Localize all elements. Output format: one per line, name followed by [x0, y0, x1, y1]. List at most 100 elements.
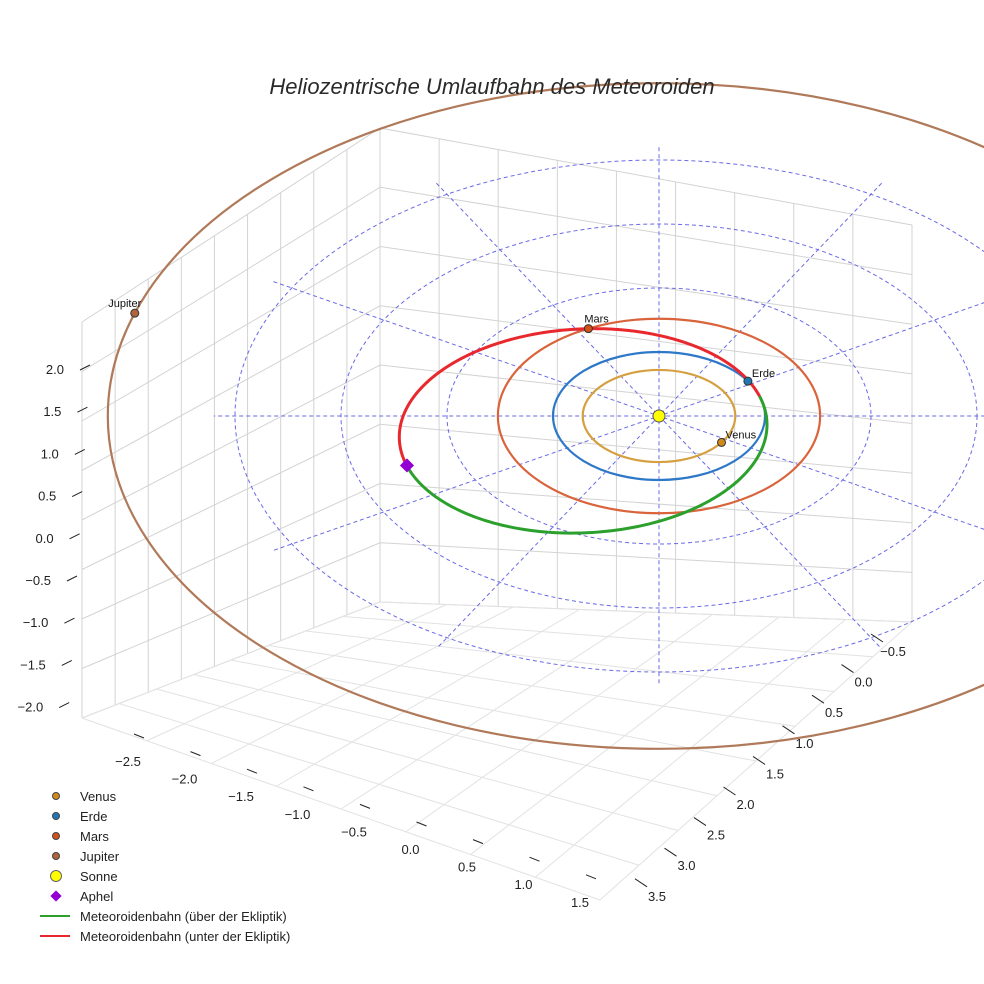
x-tick-label: −1.0 [285, 807, 311, 822]
legend-symbol-icon [40, 786, 72, 806]
y-tick [870, 633, 884, 643]
z-tick-label: 0.5 [38, 489, 56, 504]
axis-ticks: 2.0 1.5 1.0 0.5 0.0 −0.5 −1.0 −1.5 −2.0 −2.5 −2.0 −… [18, 362, 906, 910]
legend-symbol-icon [40, 906, 72, 926]
y-tick-label: 2.0 [736, 797, 754, 812]
legend-symbol-icon [40, 926, 72, 946]
legend-symbol-icon [40, 886, 72, 906]
z-tick-label: −1.5 [20, 657, 46, 672]
legend-label: Sonne [80, 868, 118, 884]
y-tick [664, 847, 677, 857]
legend-label: Venus [80, 788, 117, 804]
legend-item: Mars [40, 826, 290, 846]
legend-item: Erde [40, 806, 290, 826]
x-tick [303, 786, 314, 792]
legend-symbol-icon [40, 806, 72, 826]
z-tick [71, 491, 83, 498]
planet-venus-marker [717, 437, 727, 447]
planet-erde-label: Erde [752, 368, 775, 380]
orbit-jupiter [106, 82, 984, 750]
y-tick-label: 0.0 [854, 675, 872, 690]
y-tick [752, 755, 766, 765]
legend-item: Meteoroidenbahn (über der Ekliptik) [40, 906, 290, 926]
legend-label: Meteoroidenbahn (unter der Ekliptik) [80, 928, 291, 944]
floor-gridline [470, 616, 780, 855]
wall-horizontal-gridline [81, 186, 913, 372]
y-tick [811, 694, 825, 704]
legend-item: Aphel [40, 886, 290, 906]
wall-horizontal-gridline [81, 601, 913, 719]
z-tick [64, 617, 75, 624]
x-tick-label: 1.0 [514, 877, 532, 892]
wall-horizontal-gridline [81, 423, 913, 570]
chart-title: Heliozentrische Umlaufbahn des Meteoroid… [269, 74, 715, 99]
legend-symbol-icon [40, 846, 72, 866]
floor-gridline [275, 609, 580, 787]
meteoroid-orbit-below [397, 327, 761, 469]
legend-item: Venus [40, 786, 290, 806]
y-tick [841, 664, 854, 674]
x-tick [529, 856, 540, 862]
z-tick-label: −2.0 [18, 700, 44, 715]
x-tick [585, 874, 597, 880]
legend-label: Aphel [80, 888, 114, 904]
floor-gridline [146, 604, 447, 742]
legend-label: Meteoroidenbahn (über der Ekliptik) [80, 908, 287, 924]
z-tick [77, 406, 88, 413]
y-tick [634, 878, 648, 888]
y-tick-label: 3.5 [648, 889, 666, 904]
y-tick-label: 0.5 [825, 705, 843, 720]
planet-mars-marker [583, 324, 593, 334]
z-tick [79, 364, 91, 371]
y-tick-label: 3.0 [677, 858, 695, 873]
legend-label: Erde [80, 808, 108, 824]
legend: Venus Erde Mars Jupiter Sonne Aphel Meteoroide… [40, 786, 290, 946]
z-tick-label: 1.5 [43, 404, 61, 419]
aphel-marker [399, 458, 415, 473]
legend-item: Jupiter [40, 846, 290, 866]
planet-jupiter-marker [130, 308, 140, 318]
orbit-venus [581, 368, 737, 464]
y-tick [723, 786, 736, 796]
floor-gridline [599, 621, 913, 901]
z-tick-label: 0.0 [36, 531, 54, 546]
orbit-mars [496, 317, 822, 515]
meteoroid-orbit-above [406, 395, 769, 535]
y-tick-label: −0.5 [880, 644, 906, 659]
z-tick-label: 1.0 [41, 446, 59, 461]
wall-horizontal-gridline [81, 305, 913, 471]
legend-item: Sonne [40, 866, 290, 886]
x-tick [246, 768, 258, 774]
y-tick [782, 725, 795, 735]
floor-gridline [81, 601, 381, 719]
z-tick-label: −0.5 [25, 573, 51, 588]
planet-jupiter-label: Jupiter [108, 298, 141, 310]
axes-panes [81, 127, 913, 901]
x-tick-label: −1.5 [228, 789, 254, 804]
sun-marker [652, 409, 666, 423]
planet-erde-marker [743, 376, 753, 386]
wall-horizontal-gridline [81, 542, 913, 669]
wall-horizontal-gridline [81, 482, 913, 620]
legend-symbol-icon [40, 826, 72, 846]
floor-gridline [211, 606, 514, 764]
meteoroid-orbit [397, 327, 769, 535]
legend-label: Jupiter [80, 848, 120, 864]
x-tick-label: −2.0 [172, 772, 198, 787]
floor-gridline [405, 614, 713, 833]
legend-item: Meteoroidenbahn (unter der Ekliptik) [40, 926, 290, 946]
x-tick [416, 821, 427, 827]
z-tick-label: −1.0 [23, 615, 49, 630]
z-tick [69, 533, 80, 540]
x-tick [133, 733, 145, 739]
reference-circle [234, 159, 984, 673]
planet-mars-label: Mars [584, 314, 609, 326]
x-tick [190, 751, 201, 757]
wall-horizontal-gridline [81, 245, 913, 422]
z-tick [58, 702, 70, 709]
z-tick [74, 448, 86, 455]
x-tick-label: 1.5 [571, 895, 589, 910]
planet-venus-label: Venus [726, 429, 757, 441]
x-tick-label: 0.0 [401, 842, 419, 857]
